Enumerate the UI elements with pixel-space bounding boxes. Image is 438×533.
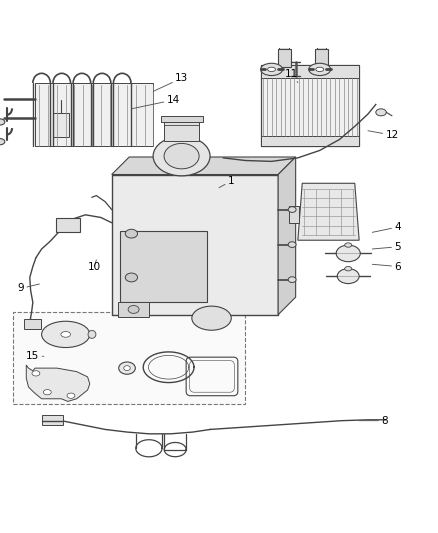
Bar xyxy=(261,65,359,146)
Bar xyxy=(161,116,203,122)
Bar xyxy=(278,49,291,67)
Bar xyxy=(56,218,80,232)
Polygon shape xyxy=(298,183,359,240)
Bar xyxy=(127,237,207,296)
Text: 8: 8 xyxy=(359,416,388,426)
Bar xyxy=(279,41,289,49)
Ellipse shape xyxy=(125,229,138,238)
Ellipse shape xyxy=(67,393,75,398)
Bar xyxy=(120,231,207,302)
Polygon shape xyxy=(278,157,296,314)
Bar xyxy=(112,174,278,314)
Ellipse shape xyxy=(124,366,131,370)
Text: 1: 1 xyxy=(219,176,234,188)
Ellipse shape xyxy=(61,332,71,337)
Text: 14: 14 xyxy=(131,95,180,109)
Text: 13: 13 xyxy=(153,73,188,91)
Bar xyxy=(164,119,199,141)
Ellipse shape xyxy=(32,371,40,376)
Ellipse shape xyxy=(88,330,96,338)
Ellipse shape xyxy=(119,362,135,374)
Ellipse shape xyxy=(316,67,324,71)
Ellipse shape xyxy=(43,390,51,395)
Bar xyxy=(289,206,299,223)
Ellipse shape xyxy=(268,67,276,71)
Ellipse shape xyxy=(288,207,296,213)
Ellipse shape xyxy=(192,306,231,330)
Text: 5: 5 xyxy=(372,242,401,252)
Text: 9: 9 xyxy=(18,284,39,293)
Ellipse shape xyxy=(345,266,352,271)
Ellipse shape xyxy=(0,139,5,145)
Bar xyxy=(13,312,245,405)
Bar xyxy=(261,65,359,78)
Text: 11: 11 xyxy=(285,69,298,83)
Ellipse shape xyxy=(288,277,296,282)
Ellipse shape xyxy=(0,119,5,125)
Ellipse shape xyxy=(337,269,359,284)
Ellipse shape xyxy=(261,63,283,76)
Bar xyxy=(35,83,153,146)
Text: 12: 12 xyxy=(368,130,399,140)
Text: 6: 6 xyxy=(372,262,401,271)
Ellipse shape xyxy=(125,273,138,282)
Bar xyxy=(118,302,149,317)
Ellipse shape xyxy=(345,243,352,247)
Bar xyxy=(42,415,63,425)
Ellipse shape xyxy=(309,63,331,76)
Bar xyxy=(53,113,69,138)
Bar xyxy=(317,41,326,49)
Polygon shape xyxy=(26,365,90,401)
Bar xyxy=(261,136,359,146)
Text: 10: 10 xyxy=(88,260,101,271)
Ellipse shape xyxy=(288,242,296,247)
Ellipse shape xyxy=(376,109,386,116)
Ellipse shape xyxy=(164,143,199,169)
Bar xyxy=(24,319,41,329)
Text: 4: 4 xyxy=(372,222,401,232)
Ellipse shape xyxy=(42,321,90,348)
Polygon shape xyxy=(112,157,296,174)
Bar xyxy=(315,49,328,67)
Ellipse shape xyxy=(128,305,139,313)
Ellipse shape xyxy=(153,136,210,176)
Ellipse shape xyxy=(336,245,360,262)
Text: 15: 15 xyxy=(26,351,44,361)
